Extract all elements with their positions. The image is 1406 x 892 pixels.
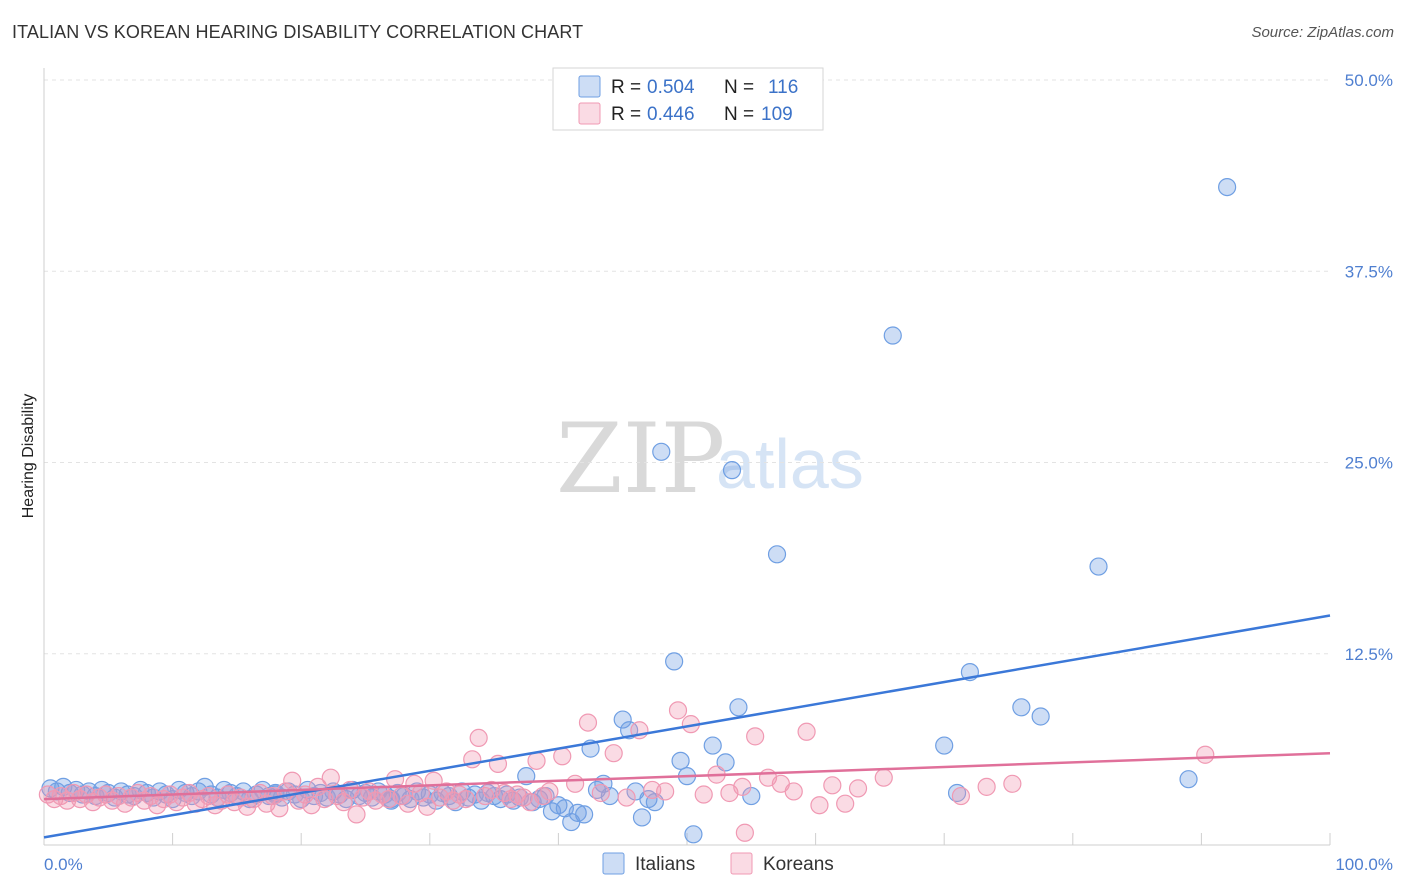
source-label: Source: ZipAtlas.com <box>1251 24 1394 41</box>
koreans-point-57 <box>405 774 424 793</box>
koreans-point-80 <box>566 774 585 793</box>
koreans-point-84 <box>617 788 636 807</box>
watermark-atlas: atlas <box>716 425 864 503</box>
italians-point-102 <box>729 698 748 717</box>
bottom-legend-italians: Italians <box>635 854 695 875</box>
legend-r-value-italians: 0.504 <box>647 77 695 98</box>
legend-n-label-italians: N = <box>724 77 754 98</box>
koreans-point-76 <box>527 751 546 770</box>
bottom-legend: Italians Koreans <box>602 852 834 875</box>
legend-n-value-koreans: 109 <box>761 104 793 125</box>
axes <box>43 68 1331 846</box>
legend-swatch-italians <box>578 75 601 98</box>
italians-point-82 <box>568 803 587 822</box>
legend: R = 0.504 N = 116 R = 0.446 N = 109 <box>552 67 824 131</box>
koreans-point-100 <box>823 776 842 795</box>
italians-point-88 <box>613 710 632 729</box>
koreans-point-108 <box>735 823 754 842</box>
koreans-point-105 <box>977 777 996 796</box>
koreans-point-48 <box>347 805 366 824</box>
koreans-point-98 <box>797 722 816 741</box>
koreans-point-38 <box>283 771 302 790</box>
koreans-point-77 <box>533 786 553 806</box>
koreans-point-65 <box>456 789 475 809</box>
italians-trend-line <box>43 614 1331 839</box>
legend-r-value-koreans: 0.446 <box>647 104 695 125</box>
italians-point-95 <box>665 652 684 671</box>
y-tick-label-1: 25.0% <box>1345 454 1393 473</box>
italians-point-112 <box>1179 770 1198 789</box>
chart-title: ITALIAN VS KOREAN HEARING DISABILITY COR… <box>12 22 584 42</box>
y-tick-label-3: 50.0% <box>1345 71 1393 90</box>
koreans-point-64 <box>450 785 469 804</box>
koreans-point-106 <box>1003 774 1022 793</box>
koreans-point-99 <box>810 796 829 815</box>
koreans-point-83 <box>604 744 623 763</box>
trend-lines <box>43 614 1331 839</box>
koreans-trend-line <box>43 751 1331 801</box>
koreans-point-104 <box>951 786 971 806</box>
italians-point-105 <box>883 326 902 345</box>
italians-point-100 <box>716 753 735 772</box>
koreans-point-81 <box>578 713 598 732</box>
koreans-point-94 <box>746 727 765 746</box>
koreans-point-101 <box>836 794 855 813</box>
italians-point-106 <box>935 736 954 755</box>
legend-swatch-koreans <box>578 102 601 125</box>
bottom-legend-koreans: Koreans <box>763 854 834 875</box>
koreans-point-88 <box>668 701 688 720</box>
koreans-point-56 <box>398 794 418 813</box>
italians-point-101 <box>722 461 742 480</box>
italians-point-96 <box>671 751 690 770</box>
legend-r-label-koreans: R = <box>611 104 641 125</box>
koreans-point-59 <box>418 797 437 816</box>
legend-n-value-italians: 116 <box>768 77 798 98</box>
y-tick-label-0: 12.5% <box>1345 645 1393 664</box>
koreans-point-82 <box>591 783 610 803</box>
italians-point-98 <box>684 825 703 844</box>
italians-point-110 <box>1031 707 1050 726</box>
legend-r-label-italians: R = <box>611 77 641 98</box>
koreans-point-107 <box>1196 745 1215 764</box>
koreans-point-74 <box>514 788 533 807</box>
watermark-zip: ZIP <box>556 403 725 515</box>
y-tick-label-2: 37.5% <box>1345 262 1393 281</box>
italians-point-104 <box>767 545 787 564</box>
grid-lines <box>44 79 1330 655</box>
italians-point-94 <box>652 442 671 461</box>
koreans-point-97 <box>784 782 803 801</box>
italians-point-83 <box>575 805 594 824</box>
legend-n-label-koreans: N = <box>724 104 754 125</box>
italians-point-91 <box>632 808 652 827</box>
koreans-point-87 <box>656 782 675 801</box>
italians-point-74 <box>517 767 536 786</box>
bottom-legend-swatch-koreans <box>730 852 753 875</box>
tick-labels: 12.5% 25.0% 37.5% 50.0% 0.0% 100.0% <box>44 71 1393 874</box>
x-tick-label-0: 0.0% <box>44 855 83 874</box>
italians-point-99 <box>703 736 722 755</box>
legend-box <box>552 67 824 131</box>
koreans-point-36 <box>270 799 289 818</box>
koreans-point-79 <box>553 747 572 766</box>
italians-point-111 <box>1089 557 1108 576</box>
koreans-point-67 <box>469 728 488 748</box>
x-tick-label-1: 100.0% <box>1335 855 1393 874</box>
bottom-legend-swatch-italians <box>602 852 625 875</box>
koreans-point-102 <box>848 779 868 798</box>
koreans-point-103 <box>874 768 893 787</box>
koreans-point-93 <box>733 777 752 796</box>
y-axis-label: Hearing Disability <box>20 394 37 519</box>
koreans-point-78 <box>540 782 559 801</box>
koreans-point-44 <box>321 768 340 787</box>
koreans-point-90 <box>694 785 713 804</box>
italians-point-113 <box>1218 178 1237 197</box>
italians-point-109 <box>1012 698 1031 717</box>
